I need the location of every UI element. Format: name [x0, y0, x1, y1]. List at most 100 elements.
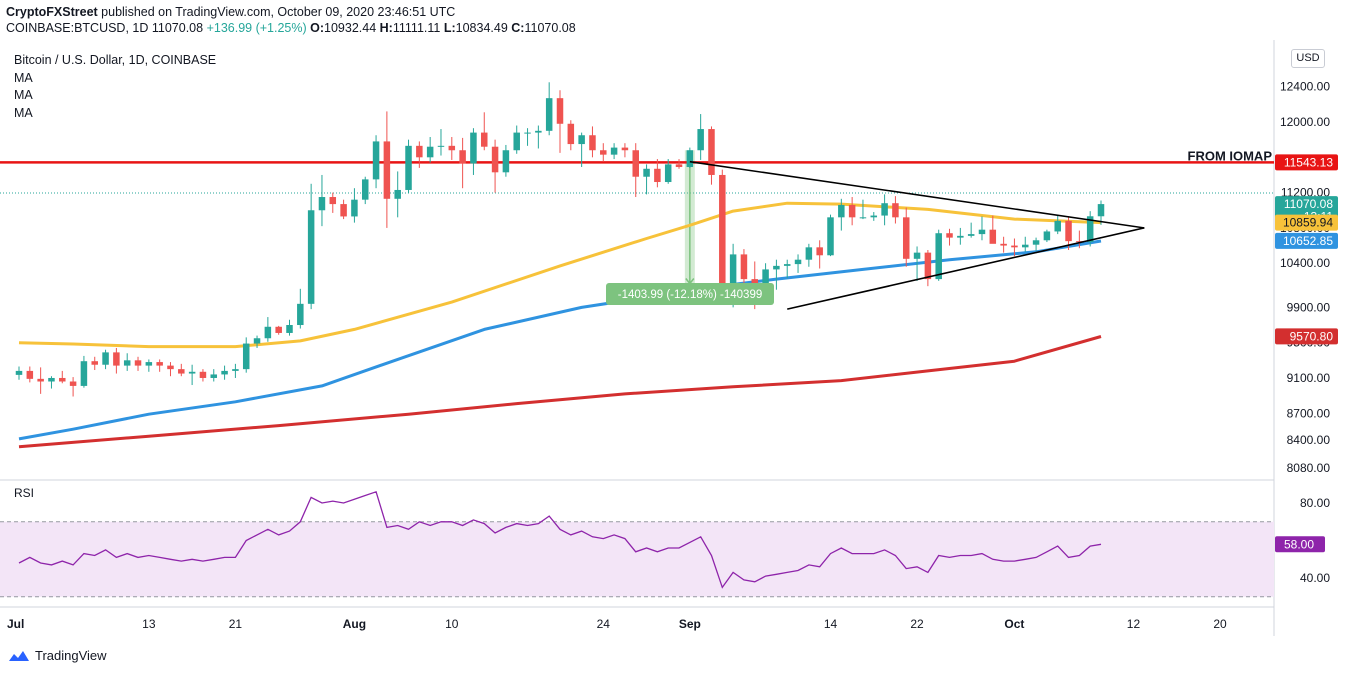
triangle-upper-line	[689, 160, 1145, 229]
measure-label-box	[606, 283, 774, 305]
price-badge-box	[1275, 214, 1338, 231]
candle-body	[351, 199, 358, 217]
candle-body	[740, 254, 748, 280]
candle-body	[37, 378, 44, 382]
resistance-label: FROM IOMAP	[1188, 148, 1273, 163]
candle-body	[848, 204, 856, 218]
candle-body	[1086, 216, 1094, 243]
candle-body	[372, 141, 380, 180]
footer-brand: TradingView	[35, 648, 107, 663]
candle-body	[729, 254, 737, 284]
publish-info: CryptoFXStreet published on TradingView.…	[6, 4, 455, 21]
y-tick-label: 9100.00	[1287, 371, 1331, 385]
price-badge-box	[1275, 232, 1338, 249]
open-label: O:	[310, 21, 325, 35]
x-tick-label: Sep	[679, 617, 701, 631]
x-tick-label: Aug	[343, 617, 366, 631]
candle-body	[924, 252, 932, 280]
price-badge-box	[1275, 196, 1338, 213]
currency-button[interactable]: USD	[1291, 49, 1325, 68]
candle-body	[188, 371, 196, 374]
low-value: 10834.49	[455, 21, 508, 35]
close-label: C:	[511, 21, 525, 35]
candle-body	[1000, 243, 1007, 246]
y-tick-label: 8700.00	[1287, 406, 1331, 420]
legend-ma-100[interactable]: MA	[14, 88, 33, 102]
price-badge-label: 11070.08	[1284, 197, 1333, 211]
candle-body	[838, 204, 845, 218]
x-tick-label: 10	[445, 617, 459, 631]
candle-body	[870, 215, 878, 218]
price-badge-box	[1275, 328, 1338, 345]
price-badge-label: 11543.13	[1284, 155, 1333, 169]
legend-ma-50[interactable]: MA	[14, 70, 33, 85]
ohlc-line: COINBASE:BTCUSD, 1D 11070.08 +136.99 (+1…	[6, 21, 576, 35]
published-text: published on TradingView.com, October 09…	[97, 5, 456, 19]
y-tick-label: 12000.00	[1280, 115, 1330, 129]
candle-body	[719, 174, 726, 284]
tradingview-footer[interactable]: TradingView	[8, 648, 107, 663]
low-label: L:	[443, 21, 456, 35]
candle-body	[794, 259, 802, 265]
candle-body	[145, 362, 153, 366]
high-value: 11111.11	[392, 21, 441, 35]
price-badge-label: 9570.80	[1290, 329, 1334, 343]
candle-body	[340, 204, 347, 217]
candle-body	[491, 146, 499, 173]
candle-body	[502, 150, 510, 173]
x-tick-label: 12	[1127, 617, 1141, 631]
candle-body	[600, 150, 607, 155]
candle-body	[621, 147, 629, 151]
candle-body	[664, 164, 672, 183]
candle-body	[459, 150, 466, 164]
candle-body	[470, 132, 477, 164]
candle-body	[383, 141, 391, 199]
candle-body	[827, 217, 834, 256]
candle-body	[394, 189, 401, 199]
candle-body	[1076, 241, 1083, 243]
candle-body	[913, 252, 921, 259]
candle-body	[221, 370, 228, 375]
candle-body	[967, 234, 975, 236]
ma-100-line	[18, 239, 1102, 441]
candle-body	[535, 130, 542, 133]
candle-body	[123, 360, 131, 366]
high-label: H:	[379, 21, 393, 35]
candle-body	[113, 352, 120, 366]
tradingview-logo-icon	[9, 650, 29, 661]
candle-body	[513, 132, 520, 151]
rsi-y-tick-label: 80.00	[1300, 496, 1330, 510]
candle-body	[232, 369, 239, 371]
candle-body	[134, 360, 142, 366]
candle-body	[210, 374, 218, 378]
candle-body	[1043, 231, 1051, 241]
candle-body	[1032, 240, 1040, 245]
x-tick-label: Jul	[7, 617, 24, 631]
triangle-lower-line	[787, 227, 1145, 310]
candle-body	[1011, 245, 1018, 248]
rsi-y-tick-label: 40.00	[1300, 571, 1330, 585]
candle-body	[361, 179, 369, 200]
x-tick-label: 22	[910, 617, 924, 631]
candle-body	[253, 338, 261, 344]
y-tick-label: 8080.00	[1287, 461, 1331, 475]
candle-body	[805, 247, 813, 260]
x-tick-label: 20	[1213, 617, 1227, 631]
legend-ma-200[interactable]: MA	[14, 105, 33, 120]
y-tick-label: 12400.00	[1280, 80, 1330, 94]
publisher-name: CryptoFXStreet	[6, 5, 98, 19]
y-tick-label: 8400.00	[1287, 433, 1331, 447]
candle-body	[978, 229, 986, 235]
price-badge-label: 10652.85	[1283, 234, 1333, 248]
candle-body	[15, 370, 23, 375]
candle-body	[556, 98, 564, 124]
candle-body	[632, 150, 639, 177]
candle-body	[416, 145, 423, 158]
rsi-label: RSI	[14, 486, 34, 500]
measure-label: -1403.99 (-12.18%) -140399	[618, 289, 763, 301]
candle-body	[297, 303, 304, 326]
candle-body	[1065, 220, 1072, 242]
candle-body	[69, 381, 77, 386]
candle-body	[242, 343, 250, 370]
